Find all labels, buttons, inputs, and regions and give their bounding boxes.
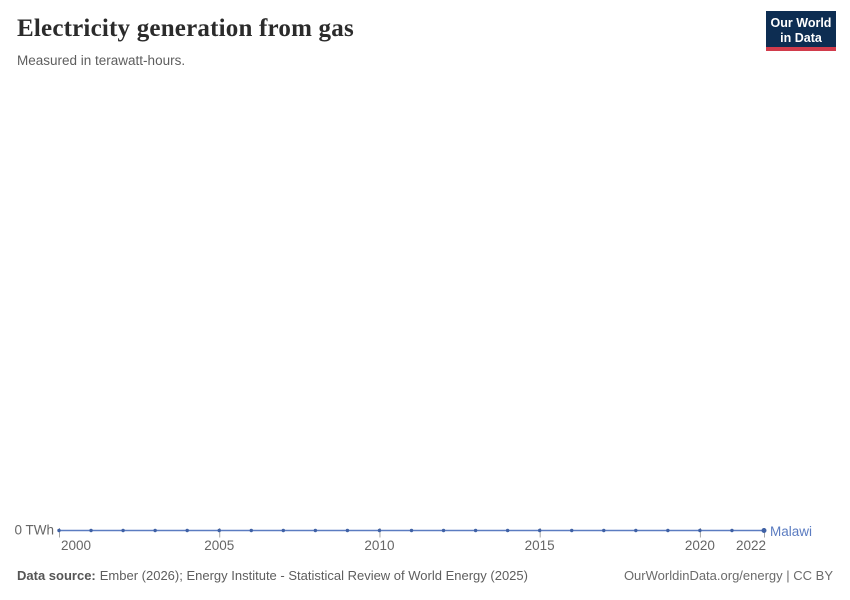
data-point[interactable] — [345, 528, 350, 533]
data-point[interactable] — [473, 528, 478, 533]
x-axis-label: 2010 — [364, 538, 394, 553]
data-point[interactable] — [249, 528, 253, 533]
entity-label-malawi[interactable]: Malawi — [770, 524, 813, 539]
data-point[interactable] — [409, 528, 414, 533]
chart-subtitle: Measured in terawatt-hours. — [17, 53, 186, 68]
owid-logo[interactable]: Our World in Data — [766, 11, 836, 51]
chart-footer: Data source: Ember (2026); Energy Institu… — [17, 567, 833, 584]
data-point[interactable] — [121, 528, 125, 533]
chart-title: Electricity generation from gas — [17, 15, 354, 42]
owid-logo-line1: Our World — [770, 16, 832, 30]
x-axis-label: 2000 — [61, 538, 91, 553]
data-point[interactable] — [281, 528, 286, 533]
data-point[interactable] — [698, 528, 702, 533]
data-point[interactable] — [602, 528, 606, 533]
data-source-label: Data source: — [17, 568, 96, 583]
data-point[interactable] — [217, 528, 221, 533]
data-point[interactable] — [185, 528, 189, 533]
data-point[interactable] — [313, 528, 318, 533]
data-point[interactable] — [505, 528, 510, 533]
x-axis-label: 2015 — [525, 538, 555, 553]
data-source-text: Ember (2026); Energy Institute - Statist… — [99, 568, 528, 583]
x-axis-label: 2020 — [685, 538, 715, 553]
x-axis-label: 2022 — [736, 538, 766, 553]
data-point[interactable] — [761, 528, 767, 533]
data-point[interactable] — [666, 528, 670, 533]
data-point[interactable] — [730, 528, 734, 533]
x-axis-label: 2005 — [204, 538, 234, 553]
data-point[interactable] — [89, 528, 93, 533]
data-point[interactable] — [153, 528, 157, 533]
credit-link[interactable]: OurWorldinData.org/energy | CC BY — [623, 568, 833, 583]
data-point[interactable] — [537, 528, 542, 533]
data-source-line: Data source: Ember (2026); Energy Institu… — [17, 567, 528, 584]
data-point[interactable] — [570, 528, 574, 533]
data-point[interactable] — [634, 528, 638, 533]
data-point[interactable] — [57, 528, 61, 533]
data-point[interactable] — [441, 528, 446, 533]
y-axis-label: 0 TWh — [14, 523, 54, 538]
data-point[interactable] — [377, 528, 382, 533]
owid-logo-line2: in Data — [780, 31, 822, 45]
